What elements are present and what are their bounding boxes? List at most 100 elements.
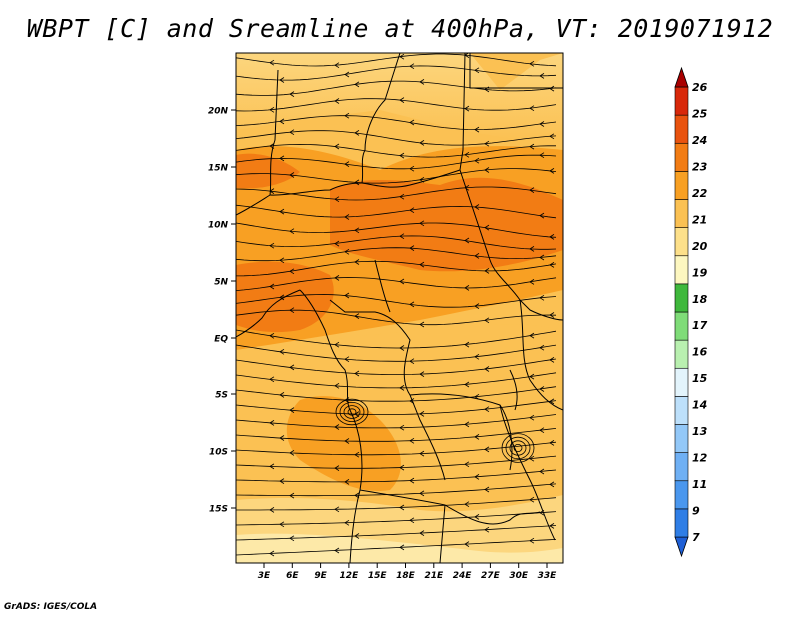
flow-arrow: [409, 63, 415, 70]
flow-arrow: [279, 208, 285, 215]
flow-arrow: [409, 245, 415, 251]
vortex-ring: [339, 401, 365, 422]
flow-arrow: [334, 547, 340, 554]
flow-arrow: [549, 481, 555, 488]
vortex-ring: [335, 398, 369, 426]
flow-arrow: [399, 464, 405, 471]
flow-arrow: [419, 79, 425, 85]
flow-arrow: [474, 253, 480, 259]
colorbar-box: [674, 452, 689, 482]
coastline: [519, 299, 563, 411]
flow-arrow: [529, 60, 535, 67]
flow-arrow: [269, 550, 275, 557]
streamline: [236, 294, 557, 308]
flow-arrow: [344, 438, 350, 444]
colorbar-label: 16: [692, 346, 708, 359]
border-segment: [359, 489, 446, 563]
flow-arrow: [334, 62, 340, 69]
field-19-20-south: [236, 533, 563, 563]
flow-arrow: [409, 517, 415, 524]
flow-arrow: [269, 463, 275, 470]
colorbar-label: 13: [692, 425, 708, 438]
flow-arrow: [529, 187, 535, 193]
flow-arrow: [409, 437, 415, 444]
streamline: [236, 53, 557, 67]
streamlines: [236, 53, 557, 557]
flow-arrow: [549, 312, 555, 318]
flow-arrow: [529, 414, 535, 421]
streamline: [236, 130, 557, 146]
flow-arrow: [539, 254, 545, 261]
streamline: [236, 511, 557, 526]
flow-arrow: [269, 59, 275, 66]
flow-arrow: [419, 261, 425, 268]
colorbar-box: [674, 171, 689, 200]
streamline: [236, 247, 557, 262]
flow-arrow: [409, 301, 415, 308]
border-segment: [499, 404, 556, 541]
flow-arrow: [399, 544, 405, 551]
flow-arrow: [464, 381, 470, 388]
flow-arrow: [549, 398, 555, 405]
lake-outline: [509, 369, 518, 411]
streamline: [236, 222, 557, 238]
flow-arrow: [419, 490, 425, 497]
flow-arrow: [549, 262, 555, 268]
colorbar-box: [674, 480, 689, 510]
flow-arrow: [344, 248, 350, 255]
colorbar-box: [674, 367, 689, 397]
flow-arrow: [399, 278, 405, 285]
flow-arrow: [539, 212, 545, 219]
flow-arrow: [409, 119, 415, 126]
flow-arrow: [474, 434, 480, 440]
flow-arrow: [289, 307, 295, 314]
streamline: [236, 98, 557, 112]
flow-arrow: [269, 420, 275, 426]
border-segment: [269, 53, 401, 196]
lon-label: 33E: [538, 571, 558, 581]
border-segment: [409, 393, 513, 471]
flow-arrow: [279, 294, 285, 301]
border-segment: [361, 53, 466, 188]
flow-arrow: [529, 373, 535, 380]
streamline: [236, 277, 557, 291]
streamline: [236, 497, 557, 511]
flow-arrow: [279, 521, 285, 528]
flow-arrow: [464, 341, 470, 348]
lat-label: 15N: [208, 164, 229, 174]
flow-arrow: [269, 242, 275, 249]
colorbar-box: [674, 339, 689, 369]
flow-arrow: [484, 268, 490, 274]
flow-arrow: [464, 285, 470, 291]
flow-arrow: [464, 105, 470, 112]
lat-label: 5N: [214, 278, 228, 288]
flow-arrow: [474, 67, 480, 74]
streamline: [236, 235, 557, 250]
flow-arrow: [354, 227, 360, 234]
flow-arrow: [464, 421, 470, 428]
colorbar-label: 19: [692, 266, 708, 279]
field-20-21-north: [236, 53, 563, 140]
flow-arrow: [289, 407, 295, 413]
flow-arrow: [334, 240, 340, 247]
streamline: [236, 344, 557, 362]
flow-arrow: [289, 172, 295, 178]
flow-arrow: [279, 478, 285, 484]
flow-arrow: [399, 345, 405, 351]
streamline: [236, 80, 557, 96]
flow-arrow: [334, 382, 340, 389]
colorbar-box: [674, 86, 689, 116]
coastline: [236, 289, 301, 338]
flow-arrow: [354, 451, 360, 458]
flow-arrow: [484, 224, 490, 231]
colorbar-label: 14: [692, 399, 707, 412]
streamline: [236, 455, 557, 469]
flow-arrow: [484, 526, 490, 533]
streamline: [236, 428, 557, 442]
streamline: [236, 372, 557, 389]
lat-label: 10S: [209, 448, 228, 458]
flow-arrow: [399, 152, 405, 159]
map-field: [236, 53, 563, 563]
colorbar-label: 22: [692, 187, 708, 200]
